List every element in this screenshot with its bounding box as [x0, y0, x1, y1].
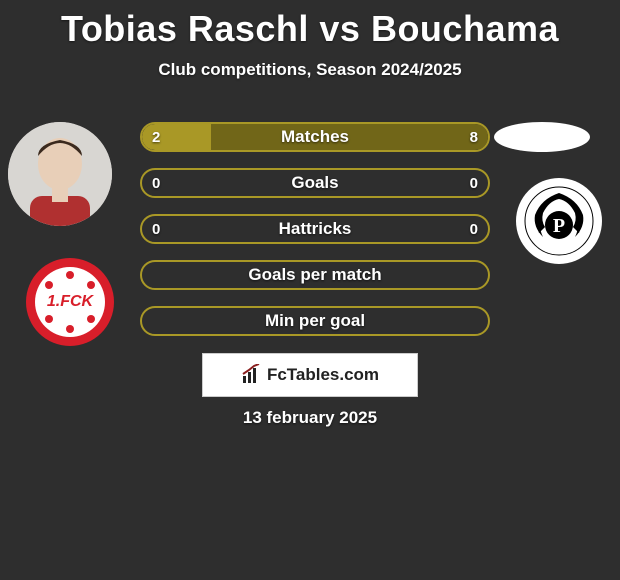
stat-row: Min per goal: [140, 306, 490, 336]
site-badge: FcTables.com: [202, 353, 418, 397]
subtitle: Club competitions, Season 2024/2025: [0, 60, 620, 80]
stat-row: Goals per match: [140, 260, 490, 290]
date-label: 13 february 2025: [0, 408, 620, 428]
chart-icon: [241, 364, 263, 386]
stat-value-left: 0: [142, 170, 170, 196]
stat-label: Matches: [142, 124, 488, 150]
stat-row: Goals0 0: [140, 168, 490, 198]
player-right-avatar: [494, 122, 590, 152]
site-name: FcTables.com: [267, 365, 379, 385]
stat-label: Goals per match: [142, 262, 488, 288]
stat-label: Hattricks: [142, 216, 488, 242]
club-left-text: 1.FCK: [47, 293, 93, 311]
stat-row: Hattricks0 0: [140, 214, 490, 244]
page-title: Tobias Raschl vs Bouchama: [0, 0, 620, 50]
stat-value-right: 0: [460, 170, 488, 196]
club-right-logo: P: [516, 178, 602, 264]
stat-bars: Matches28Goals00Hattricks00Goals per mat…: [140, 122, 490, 352]
stat-value-left: 2: [142, 124, 170, 150]
stat-value-right: 8: [460, 124, 488, 150]
player-left-avatar: [8, 122, 112, 226]
stat-value-left: 0: [142, 216, 170, 242]
svg-text:P: P: [553, 215, 565, 237]
stat-row: Matches2 8: [140, 122, 490, 152]
club-left-logo: 1.FCK: [26, 258, 114, 346]
stat-label: Goals: [142, 170, 488, 196]
stat-label: Min per goal: [142, 308, 488, 334]
stat-value-right: 0: [460, 216, 488, 242]
